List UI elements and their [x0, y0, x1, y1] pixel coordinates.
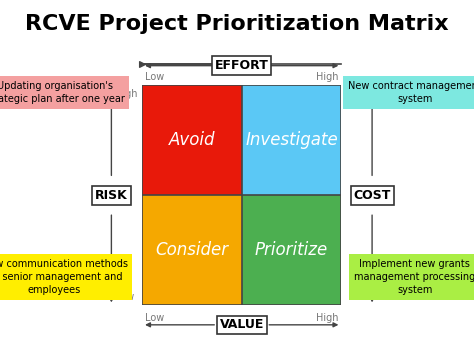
Bar [142, 85, 242, 195]
Text: Prioritize: Prioritize [255, 241, 328, 259]
Text: RCVE Project Prioritization Matrix: RCVE Project Prioritization Matrix [25, 14, 449, 34]
Text: High: High [317, 72, 339, 82]
Text: New communication methods
for senior management and
employees: New communication methods for senior man… [0, 259, 128, 295]
Text: EFFORT: EFFORT [215, 59, 269, 72]
Text: High: High [376, 89, 398, 99]
Text: Low: Low [115, 292, 135, 302]
Bar [142, 195, 242, 305]
Text: COST: COST [354, 189, 391, 202]
Bar [242, 195, 341, 305]
Text: High: High [317, 313, 339, 323]
Text: VALUE: VALUE [219, 318, 264, 331]
Text: Low: Low [145, 313, 164, 323]
Text: Investigate: Investigate [245, 131, 338, 149]
Text: Implement new grants
management processing
system: Implement new grants management processi… [354, 259, 474, 295]
Text: Low: Low [145, 72, 164, 82]
Text: Avoid: Avoid [169, 131, 215, 149]
Text: Updating organisation's
strategic plan after one year: Updating organisation's strategic plan a… [0, 81, 125, 104]
Text: Consider: Consider [155, 241, 228, 259]
Text: High: High [115, 89, 137, 99]
Text: New contract management
system: New contract management system [348, 81, 474, 104]
Text: RISK: RISK [95, 189, 128, 202]
Bar [242, 85, 341, 195]
Text: Low: Low [376, 292, 395, 302]
